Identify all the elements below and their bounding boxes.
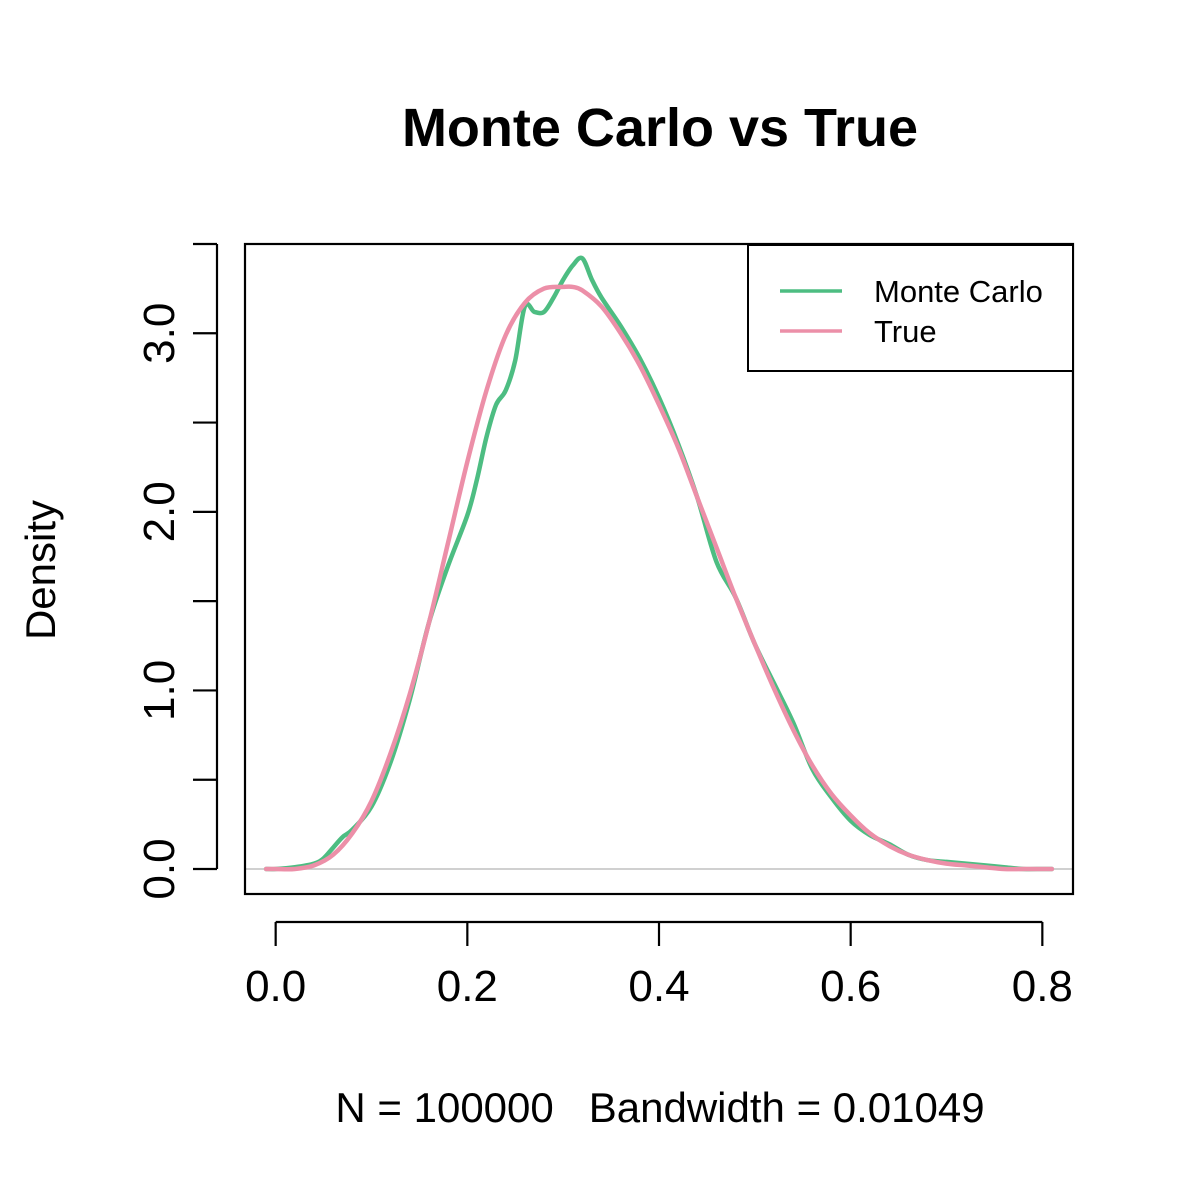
plot-frame [243,242,1075,896]
series-line-true [263,284,1055,872]
y-axis: 0.0 1.0 2.0 3.0 [135,242,219,900]
x-axis: 0.0 0.2 0.4 0.6 0.8 [245,920,1073,1011]
plot-area [243,242,1075,896]
legend-label-true: True [874,314,937,349]
x-tick-label: 0.2 [437,962,498,1011]
y-tick-label: 3.0 [135,303,184,364]
x-tick-label: 0.8 [1012,962,1073,1011]
legend-label-monte-carlo: Monte Carlo [874,274,1043,309]
x-tick-label: 0.4 [628,962,689,1011]
series-layer [263,255,1055,872]
y-axis-label: Density [17,500,64,640]
y-tick-label: 1.0 [135,660,184,721]
y-tick-label: 2.0 [135,481,184,542]
x-axis-label: N = 100000 Bandwidth = 0.01049 [335,1084,984,1131]
y-tick-label: 0.0 [135,838,184,899]
x-tick-label: 0.0 [245,962,306,1011]
x-tick-label: 0.6 [820,962,881,1011]
legend: Monte Carlo True [747,244,1074,372]
chart-title: Monte Carlo vs True [402,98,918,158]
legend-box [747,244,1074,372]
